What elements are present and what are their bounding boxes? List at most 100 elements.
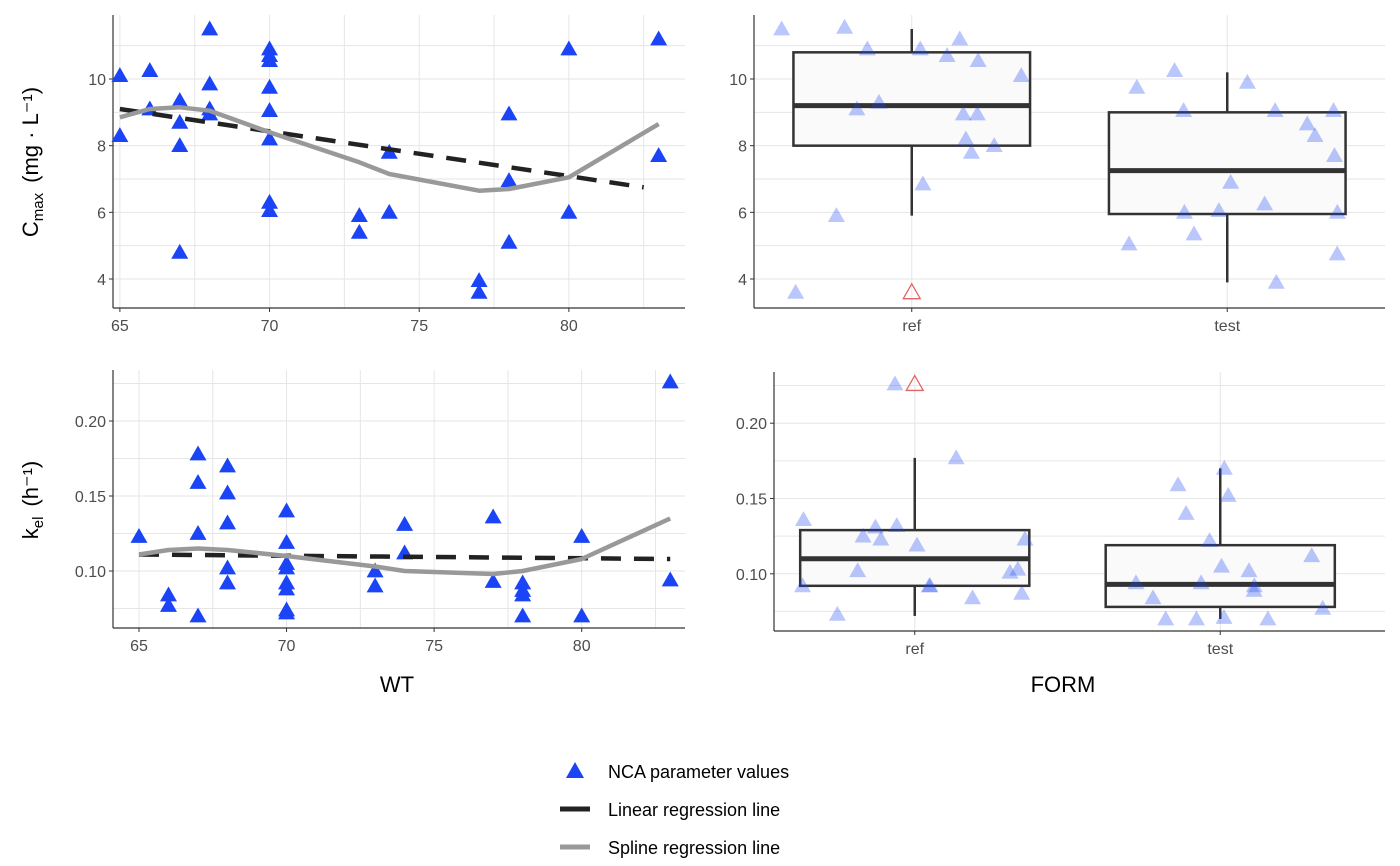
data-point: [171, 243, 189, 259]
panel-1: 4 6 8 10 65 70 75 80: [88, 15, 685, 335]
y-title-unit: (mg · L⁻¹): [18, 87, 43, 183]
data-point: [350, 207, 368, 223]
jitter-point: [827, 207, 845, 223]
jitter-point: [1215, 608, 1233, 624]
y-tick-label: 0.20: [75, 414, 106, 431]
y-tick-label: 0.15: [75, 489, 106, 506]
jitter-point: [1187, 610, 1205, 626]
y-title-sub: el: [30, 517, 47, 529]
jitter-point: [854, 527, 872, 543]
y-axis-title-cmax: Cmax (mg · L⁻¹): [18, 87, 47, 237]
data-point: [141, 62, 159, 78]
jitter-point: [1127, 574, 1145, 590]
panel-2: 4 6 8 10 ref test: [729, 15, 1385, 335]
jitter-point: [1201, 532, 1219, 548]
y-title-sub: max: [30, 192, 47, 221]
data-point: [650, 30, 668, 46]
jitter-point: [1166, 62, 1184, 78]
jitter-point: [908, 536, 926, 552]
x-tick-label: 75: [410, 318, 428, 335]
jitter-point: [911, 40, 929, 56]
jitter-point: [794, 577, 812, 593]
x-tick-label: ref: [902, 318, 921, 335]
data-point: [278, 580, 296, 596]
legend-label-linear: Linear regression line: [608, 800, 780, 820]
data-point: [261, 202, 279, 218]
data-point: [484, 573, 502, 588]
x-tick-label: 80: [573, 638, 591, 655]
jitter-point: [968, 105, 986, 121]
jitter-point: [886, 375, 904, 391]
linear-regression-line: [119, 106, 645, 190]
box-iqr: [1107, 111, 1347, 216]
data-point: [380, 203, 398, 219]
outlier-point: [905, 374, 925, 392]
x-tick-label: 65: [130, 638, 148, 655]
data-point: [500, 105, 518, 121]
y-tick-label: 10: [88, 72, 106, 89]
jitter-point: [1120, 235, 1138, 251]
data-point: [130, 528, 148, 543]
jitter-point: [1219, 486, 1237, 502]
jitter-point: [1192, 574, 1210, 590]
jitter-point: [1013, 584, 1031, 600]
jitter-point: [795, 511, 813, 526]
jitter-point: [866, 518, 884, 534]
legend-label-spline: Spline regression line: [608, 838, 780, 858]
jitter-point: [1256, 195, 1274, 211]
legend: NCA parameter values Linear regression l…: [560, 762, 789, 858]
jitter-point: [1267, 273, 1285, 289]
data-point: [171, 113, 189, 129]
data-point: [396, 516, 414, 531]
x-tick-label: test: [1214, 318, 1240, 335]
data-point: [261, 193, 279, 209]
data-point: [111, 67, 129, 83]
svg-text:kel(h⁻¹): kel (h⁻¹): [18, 461, 47, 540]
jitter-point: [1185, 225, 1203, 241]
jitter-point: [964, 589, 982, 605]
blue-triangle-icon: [566, 762, 584, 778]
jitter-point: [1009, 560, 1027, 576]
panel-3: 0.10 0.15 0.20 65 70 75 80: [75, 370, 685, 655]
data-point: [278, 604, 296, 620]
data-point: [470, 283, 488, 299]
data-point: [189, 525, 207, 540]
jitter-point: [938, 47, 956, 63]
data-point: [366, 577, 384, 593]
jitter-point: [836, 18, 854, 34]
jitter-point: [1245, 581, 1263, 597]
data-point: [560, 40, 578, 56]
data-point: [366, 562, 384, 578]
jitter-point: [954, 105, 972, 121]
y-tick-label: 6: [738, 205, 747, 222]
box-iqr: [1104, 543, 1337, 609]
jitter-point: [921, 577, 939, 593]
x-tick-label: 75: [425, 638, 443, 655]
jitter-point: [872, 530, 890, 546]
data-point: [189, 474, 207, 489]
data-point: [201, 20, 219, 36]
y-tick-label: 0.20: [736, 416, 767, 433]
box-iqr: [792, 51, 1032, 147]
jitter-point: [1210, 202, 1228, 218]
data-point: [573, 528, 591, 543]
svg-text:Cmax(mg · L⁻¹): Cmax (mg · L⁻¹): [18, 87, 47, 237]
spline-regression-line: [138, 516, 672, 577]
jitter-point: [888, 517, 906, 532]
data-point: [111, 127, 129, 143]
jitter-point: [1175, 102, 1193, 118]
x-tick-label: 65: [111, 318, 129, 335]
jitter-point: [1325, 102, 1343, 118]
jitter-point: [787, 283, 805, 299]
jitter-point: [1325, 147, 1343, 163]
jitter-point: [1298, 115, 1316, 131]
jitter-point: [985, 137, 1003, 153]
data-point: [219, 574, 237, 590]
data-point: [219, 514, 237, 530]
data-point: [189, 445, 207, 461]
y-tick-label: 4: [738, 272, 747, 289]
data-point: [661, 571, 679, 587]
data-point: [261, 78, 279, 94]
jitter-point: [848, 100, 866, 116]
